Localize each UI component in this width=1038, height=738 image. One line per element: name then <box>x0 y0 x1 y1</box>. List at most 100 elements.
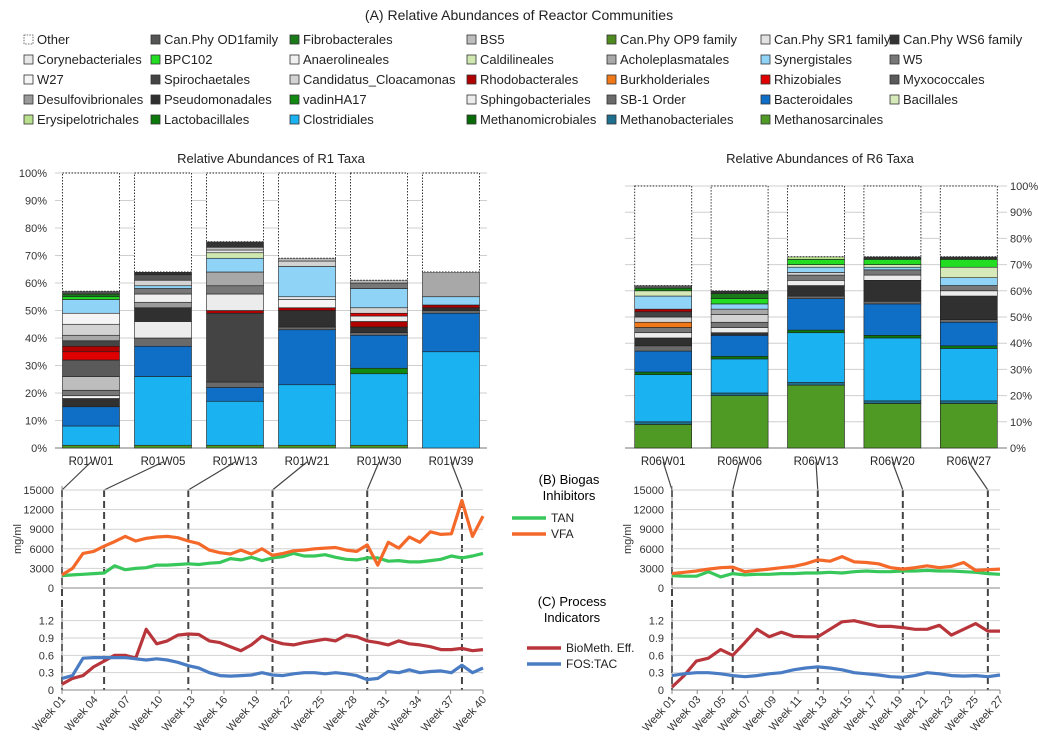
bar-segment <box>710 355 769 360</box>
legend-label-bacteroidales: Bacteroidales <box>774 92 853 107</box>
series-line-tan <box>61 551 484 578</box>
bar-segment <box>350 373 408 446</box>
legend-swatch-caldilineales <box>466 54 477 65</box>
legend-swatch-w5 <box>889 54 900 65</box>
bar-segment <box>350 315 408 322</box>
y-tick-label: 0 <box>658 685 664 697</box>
bar-segment <box>134 301 192 309</box>
r6-inhibitors-chart: 0 3000 6000 9000 12000 15000 mg/ml <box>622 485 1001 595</box>
y-tick-label: 10% <box>25 416 47 428</box>
legend-label-spirochaetales: Spirochaetales <box>164 72 250 87</box>
bar-segment <box>787 274 845 281</box>
connector-diagonal <box>662 461 673 491</box>
connector-diagonal <box>815 461 819 491</box>
bar-segment <box>206 381 264 388</box>
bar-segment <box>787 280 845 286</box>
legend-swatch-spirochaetales <box>150 74 161 85</box>
bar-segment-other <box>939 185 998 258</box>
bar-segment <box>634 332 693 339</box>
y-tick-label: 0.3 <box>649 668 664 680</box>
y-tick-label: 1.2 <box>649 616 664 628</box>
bar-segment <box>787 382 845 386</box>
bar-segment <box>206 246 264 251</box>
bar-segment <box>863 337 922 402</box>
legend-swatch-methanobacteriales <box>606 114 617 125</box>
bar-segment <box>634 308 693 313</box>
bar-segment <box>278 299 336 309</box>
bar-segment <box>206 285 264 295</box>
legend-label-acholeplasmatales: Acholeplasmatales <box>620 52 730 67</box>
legend-swatch-bs5 <box>466 34 477 45</box>
y-tick-label: 6000 <box>640 544 664 556</box>
y-tick-label: 30% <box>1010 364 1032 376</box>
bar-segment <box>134 293 192 303</box>
legend-swatch-desulfovibrionales <box>23 94 34 105</box>
bar-segment <box>634 345 693 352</box>
legend-label-caldilineales: Caldilineales <box>480 52 554 67</box>
legend-label-bpc102: BPC102 <box>164 52 212 67</box>
x-tick-label: Week 16 <box>192 694 230 734</box>
legend-swatch-lactobacillales <box>150 114 161 125</box>
x-tick-label: Week 22 <box>257 694 295 734</box>
bar-segment <box>863 335 922 339</box>
x-tick-label: Week 31 <box>354 694 392 734</box>
legend-line-label-tan: TAN <box>551 511 574 525</box>
x-tick-label: Week 28 <box>322 694 360 734</box>
bar-segment <box>278 307 336 311</box>
bar-segment <box>863 274 922 281</box>
y-tick-label: 0 <box>48 685 54 697</box>
series-line-fos-tac <box>671 665 1001 679</box>
bar-segment <box>134 376 192 446</box>
bar-segment <box>62 345 120 353</box>
legend-label-lactobacillales: Lactobacillales <box>164 112 250 127</box>
bar-segment <box>350 326 408 333</box>
y-tick-label: 12000 <box>633 505 664 517</box>
bar-segment-other <box>134 172 192 273</box>
connector-diagonal <box>450 461 463 491</box>
bar-segment <box>206 310 264 314</box>
connector-diagonal <box>103 461 164 491</box>
y-tick-label: 100% <box>1010 181 1038 193</box>
legend-swatch-fibrobacterales <box>289 34 300 45</box>
bar-segment <box>863 269 922 276</box>
legend-label-methanobacteriales: Methanobacteriales <box>620 112 734 127</box>
bar-segment <box>278 260 336 267</box>
bar-segment <box>278 329 336 386</box>
legend-swatch-can-phy-ws6-family <box>889 34 900 45</box>
bar-segment <box>939 400 998 404</box>
legend-swatch-burkholderiales <box>606 74 617 85</box>
y-tick-label: 80% <box>25 223 47 235</box>
bar-segment <box>787 272 845 276</box>
legend-label-sb-1-order: SB-1 Order <box>620 92 686 107</box>
bar-segment <box>278 266 336 298</box>
legend-label-anaerolineales: Anaerolineales <box>303 52 390 67</box>
bar-segment <box>939 266 998 279</box>
bar-segment <box>278 444 336 449</box>
bar-segment <box>787 384 845 449</box>
y-tick-label: 20% <box>1010 391 1032 403</box>
bar-segment <box>422 296 480 306</box>
bar-segment <box>62 389 120 397</box>
y-tick-label: 9000 <box>30 524 54 536</box>
legend-label-synergistales: Synergistales <box>774 52 853 67</box>
bar-segment <box>939 319 998 323</box>
y-tick-label: 12000 <box>23 505 54 517</box>
series-line-fos-tac <box>61 655 484 682</box>
y-tick-label: 80% <box>1010 233 1032 245</box>
connector-diagonal <box>61 461 92 491</box>
bar-segment <box>62 334 120 342</box>
y-tick-label: 6000 <box>30 544 54 556</box>
legend-swatch-candidatus-cloacamonas <box>289 74 300 85</box>
bar-segment <box>863 403 922 449</box>
bar-segment <box>350 367 408 375</box>
x-tick-label: Week 37 <box>419 694 457 734</box>
y-axis-label: mg/ml <box>622 524 634 554</box>
y-tick-label: 3000 <box>30 563 54 575</box>
bar-segment-other <box>206 172 264 243</box>
legend-swatch-pseudomonadales <box>150 94 161 105</box>
y-tick-label: 60% <box>25 278 47 290</box>
x-tick-label: Week 19 <box>225 694 263 734</box>
bar-segment <box>350 288 408 309</box>
